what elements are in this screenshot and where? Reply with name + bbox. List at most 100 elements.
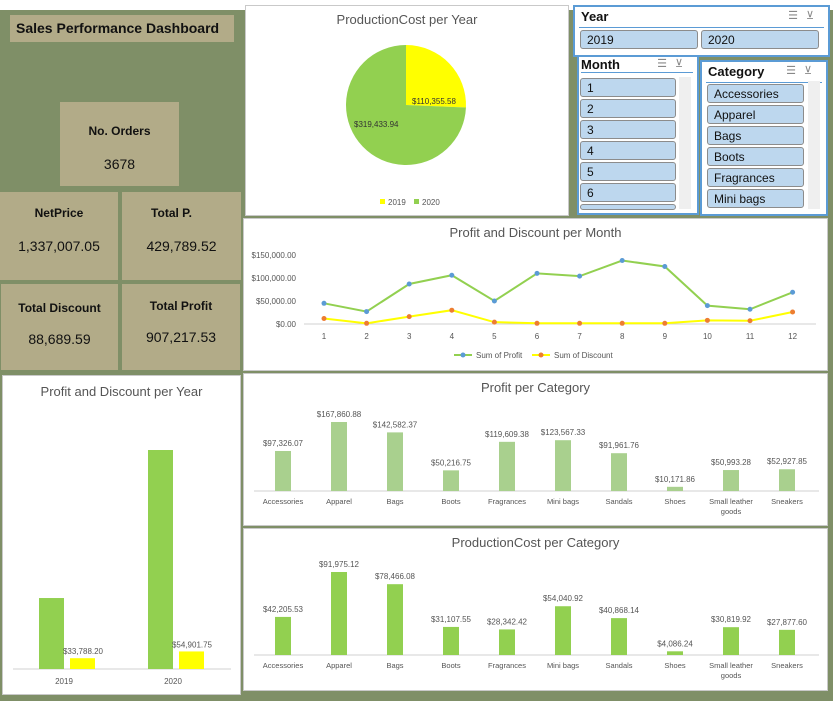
pie-data-label: $319,433.94: [354, 120, 399, 129]
x-tick-label: 7: [577, 332, 582, 341]
kpi-value: 907,217.53: [145, 329, 217, 345]
data-label: $31,107.55: [431, 615, 472, 624]
x-tick-label: Accessories: [263, 661, 304, 670]
data-point: [449, 307, 455, 313]
kpi-label: Total P.: [151, 206, 192, 220]
bar-mini-bags: [555, 606, 571, 655]
month-slicer[interactable]: Month ☰⊻ 1 2 3 4 5 6 7: [577, 57, 699, 215]
chart-title: Profit and Discount per Year: [40, 384, 203, 399]
legend-marker: [460, 352, 466, 358]
slicer-item-mini-bags[interactable]: Mini bags: [707, 189, 804, 208]
profit-per-category-chart[interactable]: Profit per Category $97,326.07 Accessorie…: [243, 373, 828, 526]
slicer-item-3[interactable]: 3: [580, 120, 676, 139]
slicer-item-fragrances[interactable]: Fragrances: [707, 168, 804, 187]
x-tick-label: 5: [492, 332, 497, 341]
x-tick-label: Sandals: [605, 497, 632, 506]
dashboard-title: Sales Performance Dashboard: [10, 15, 234, 42]
bar-boots: [443, 470, 459, 491]
profit-discount-per-month-chart[interactable]: Profit and Discount per Month $0.00 $50,0…: [243, 218, 828, 371]
slicer-title: Month: [581, 57, 620, 72]
data-label: $142,582.37: [373, 420, 418, 429]
slicer-item-7[interactable]: 7: [580, 204, 676, 210]
x-tick-label: 12: [788, 332, 797, 341]
bar-small-leather-goods: [723, 627, 739, 655]
series-line-0: [323, 259, 793, 313]
data-point: [364, 320, 370, 326]
legend-label: 2020: [422, 198, 440, 207]
kpi-value: 1,337,007.05: [18, 238, 100, 254]
bar-apparel: [331, 422, 347, 491]
pie-slice-2019: [406, 45, 466, 108]
x-tick-label: Bags: [386, 497, 403, 506]
data-point: [321, 300, 327, 306]
profit-discount-per-year-chart[interactable]: Profit and Discount per Year $33,788.20 2…: [2, 375, 241, 695]
data-label: $50,216.75: [431, 458, 472, 467]
clear-filter-icon[interactable]: ⊻: [805, 10, 822, 22]
bar-accessories: [275, 616, 291, 655]
slicer-item-4[interactable]: 4: [580, 141, 676, 160]
data-point: [364, 309, 370, 315]
data-label: $123,567.33: [541, 428, 586, 437]
clear-filter-icon[interactable]: ⊻: [674, 58, 691, 70]
scrollbar[interactable]: [808, 81, 820, 209]
data-label: $97,326.07: [263, 439, 304, 448]
slicer-item-bags[interactable]: Bags: [707, 126, 804, 145]
kpi-value: 429,789.52: [146, 238, 217, 254]
kpi-orders: No. Orders 3678: [60, 102, 179, 186]
category-slicer[interactable]: Category ☰⊻ Accessories Apparel Bags Boots F…: [700, 60, 828, 216]
data-label: $52,927.85: [767, 457, 808, 466]
pie-chart-svg: $110,355.58 $319,433.94 2019 2020: [346, 45, 466, 207]
legend-label: Sum of Discount: [554, 351, 613, 360]
slicer-item-2020[interactable]: 2020: [701, 30, 819, 49]
data-label: $27,877.60: [767, 618, 808, 627]
multi-select-icon[interactable]: ☰: [786, 65, 804, 77]
slicer-item-boots[interactable]: Boots: [707, 147, 804, 166]
legend-label: 2019: [388, 198, 406, 207]
bar-bags: [387, 584, 403, 655]
year-slicer[interactable]: Year ☰⊻ 2019 2020: [573, 5, 830, 57]
data-label: $119,609.38: [485, 430, 529, 439]
kpi-total-p: Total P. 429,789.52: [122, 192, 241, 280]
slicer-item-2[interactable]: 2: [580, 99, 676, 118]
x-tick-label: Apparel: [326, 497, 352, 506]
bar-sandals: [611, 618, 627, 655]
slicer-title: Year: [581, 9, 609, 24]
legend-marker: [538, 352, 544, 358]
production-cost-per-year-chart[interactable]: ProductionCost per Year $110,355.58 $319,…: [245, 5, 569, 216]
data-point: [662, 264, 668, 269]
slicer-item-1[interactable]: 1: [580, 78, 676, 97]
chart-title: ProductionCost per Category: [451, 535, 620, 550]
data-point: [491, 319, 497, 325]
x-tick-label: Fragrances: [488, 661, 526, 670]
data-point: [406, 314, 412, 320]
x-tick-label: 1: [322, 332, 327, 341]
x-tick-label: 9: [663, 332, 668, 341]
multi-select-icon[interactable]: ☰: [788, 10, 806, 22]
multi-select-icon[interactable]: ☰: [657, 58, 675, 70]
x-tick-label: Sandals: [605, 661, 632, 670]
data-point: [577, 273, 583, 279]
data-point: [790, 309, 796, 315]
bar-sandals: [611, 453, 627, 491]
data-label: $54,901.75: [172, 640, 213, 649]
clear-filter-icon[interactable]: ⊻: [803, 65, 820, 77]
scrollbar[interactable]: [679, 77, 691, 209]
year-bar-svg: $33,788.20 2019 $54,901.75 2020: [13, 450, 231, 686]
slicer-item-5[interactable]: 5: [580, 162, 676, 181]
y-tick-label: $0.00: [276, 320, 297, 329]
data-label: $50,993.28: [711, 458, 752, 467]
bar-small-leather-goods: [723, 470, 739, 491]
x-tick-label: 8: [620, 332, 625, 341]
chart-title: ProductionCost per Year: [336, 12, 478, 27]
data-label: $167,860.88: [317, 410, 362, 419]
slicer-item-apparel[interactable]: Apparel: [707, 105, 804, 124]
slicer-item-6[interactable]: 6: [580, 183, 676, 202]
bar-apparel: [331, 572, 347, 655]
data-label: $30,819.92: [711, 615, 752, 624]
production-cost-per-category-chart[interactable]: ProductionCost per Category $42,205.53 Ac…: [243, 528, 828, 691]
slicer-item-2019[interactable]: 2019: [580, 30, 698, 49]
slicer-item-accessories[interactable]: Accessories: [707, 84, 804, 103]
x-tick-label: Sneakers: [771, 497, 803, 506]
x-tick-label: 2020: [164, 677, 182, 686]
kpi-value: 3678: [103, 156, 136, 172]
